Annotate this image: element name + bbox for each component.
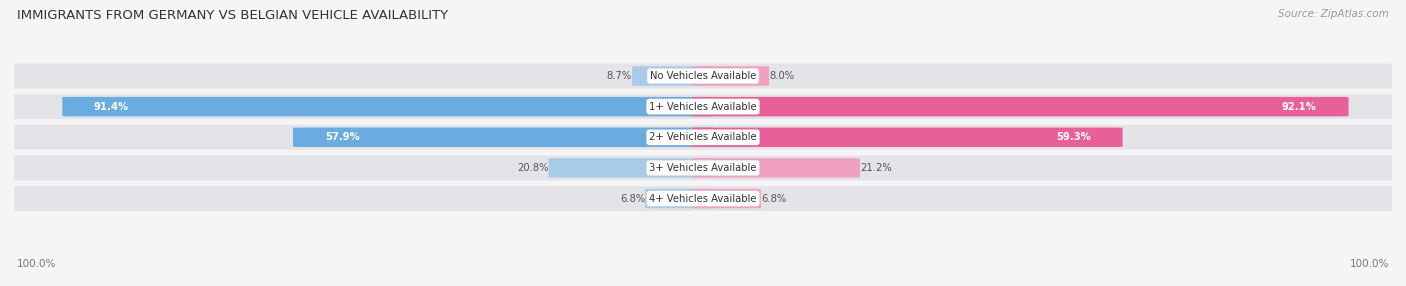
Text: No Vehicles Available: No Vehicles Available bbox=[650, 71, 756, 81]
FancyBboxPatch shape bbox=[692, 128, 1122, 147]
Text: 1+ Vehicles Available: 1+ Vehicles Available bbox=[650, 102, 756, 112]
FancyBboxPatch shape bbox=[548, 158, 714, 178]
Text: IMMIGRANTS FROM GERMANY VS BELGIAN VEHICLE AVAILABILITY: IMMIGRANTS FROM GERMANY VS BELGIAN VEHIC… bbox=[17, 9, 449, 21]
FancyBboxPatch shape bbox=[633, 66, 714, 86]
FancyBboxPatch shape bbox=[0, 156, 1406, 180]
FancyBboxPatch shape bbox=[692, 189, 761, 208]
Text: 100.0%: 100.0% bbox=[1350, 259, 1389, 269]
Text: 6.8%: 6.8% bbox=[761, 194, 786, 204]
FancyBboxPatch shape bbox=[62, 97, 714, 116]
FancyBboxPatch shape bbox=[692, 66, 769, 86]
Text: 8.7%: 8.7% bbox=[607, 71, 633, 81]
Text: 21.2%: 21.2% bbox=[860, 163, 891, 173]
Text: 100.0%: 100.0% bbox=[17, 259, 56, 269]
Text: 2+ Vehicles Available: 2+ Vehicles Available bbox=[650, 132, 756, 142]
Text: 3+ Vehicles Available: 3+ Vehicles Available bbox=[650, 163, 756, 173]
Text: 8.0%: 8.0% bbox=[769, 71, 794, 81]
FancyBboxPatch shape bbox=[292, 128, 714, 147]
Text: 20.8%: 20.8% bbox=[517, 163, 548, 173]
Text: 6.8%: 6.8% bbox=[620, 194, 645, 204]
FancyBboxPatch shape bbox=[0, 63, 1406, 88]
Text: 57.9%: 57.9% bbox=[325, 132, 360, 142]
FancyBboxPatch shape bbox=[692, 97, 1348, 116]
FancyBboxPatch shape bbox=[0, 186, 1406, 211]
FancyBboxPatch shape bbox=[0, 94, 1406, 119]
FancyBboxPatch shape bbox=[645, 189, 714, 208]
Text: 59.3%: 59.3% bbox=[1056, 132, 1091, 142]
Text: 92.1%: 92.1% bbox=[1282, 102, 1317, 112]
Text: 4+ Vehicles Available: 4+ Vehicles Available bbox=[650, 194, 756, 204]
FancyBboxPatch shape bbox=[692, 158, 860, 178]
FancyBboxPatch shape bbox=[0, 125, 1406, 150]
Text: 91.4%: 91.4% bbox=[94, 102, 129, 112]
Text: Source: ZipAtlas.com: Source: ZipAtlas.com bbox=[1278, 9, 1389, 19]
